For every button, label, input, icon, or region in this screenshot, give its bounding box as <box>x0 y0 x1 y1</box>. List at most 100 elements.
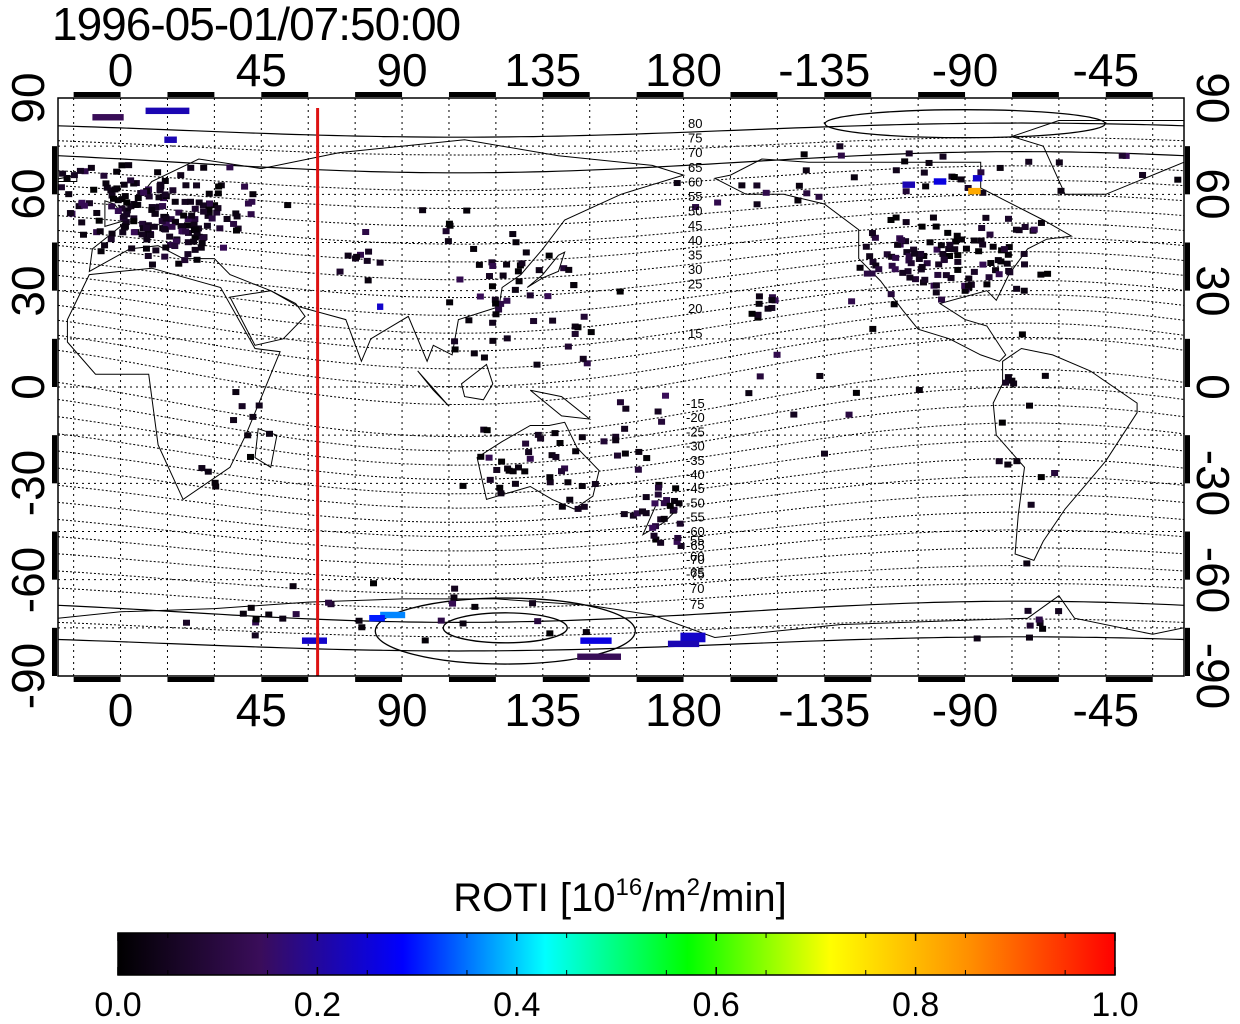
coastline <box>58 594 1184 676</box>
mlat-label-north: 45 <box>688 218 702 233</box>
mlat-label-south: -30 <box>686 439 705 454</box>
roti-point <box>1013 458 1021 465</box>
frame-tick-bar-left <box>52 435 57 484</box>
mlat-label-south: -20 <box>686 410 705 425</box>
roti-point <box>677 542 685 549</box>
roti-point <box>265 611 273 618</box>
roti-point <box>114 197 122 204</box>
roti-point <box>987 260 995 267</box>
roti-point <box>108 203 116 210</box>
roti-point <box>154 169 162 176</box>
roti-point <box>121 223 129 230</box>
roti-point <box>802 167 810 174</box>
roti-point <box>544 293 552 300</box>
roti-point <box>171 198 179 205</box>
roti-point <box>953 232 961 239</box>
roti-point <box>150 223 158 230</box>
roti-point <box>977 169 985 176</box>
roti-point <box>200 164 208 171</box>
roti-point <box>1035 616 1043 623</box>
roti-point <box>662 392 670 399</box>
roti-point <box>651 500 659 507</box>
roti-highlight-point <box>902 181 916 188</box>
roti-point <box>213 209 221 216</box>
roti-point <box>198 465 206 472</box>
roti-point <box>159 203 167 210</box>
roti-point <box>518 260 526 267</box>
roti-point <box>142 245 150 252</box>
roti-point <box>671 497 679 504</box>
mlat-contour <box>58 458 1184 509</box>
roti-point <box>156 184 164 191</box>
roti-point <box>620 511 628 518</box>
roti-point <box>514 464 522 471</box>
roti-point <box>868 230 876 237</box>
roti-point <box>753 182 761 189</box>
roti-point <box>1005 244 1013 251</box>
roti-point <box>193 229 201 236</box>
roti-point <box>666 502 674 509</box>
roti-point <box>246 453 254 460</box>
roti-point <box>994 257 1002 264</box>
roti-point <box>556 440 564 447</box>
colorbar-tick-label: 0.2 <box>293 986 342 1024</box>
roti-point <box>939 153 947 160</box>
roti-point <box>191 205 199 212</box>
roti-point <box>622 405 630 412</box>
x-axis-top-label: -45 <box>1072 44 1140 96</box>
roti-point <box>1021 223 1029 230</box>
roti-point <box>977 237 985 244</box>
roti-point <box>265 430 273 437</box>
frame-tick-bar-bottom <box>824 677 872 682</box>
roti-point <box>120 181 128 188</box>
roti-point <box>583 360 591 367</box>
roti-point <box>134 194 142 201</box>
roti-point <box>629 512 637 519</box>
roti-point <box>232 227 240 234</box>
roti-point <box>76 167 84 174</box>
roti-point <box>181 257 189 264</box>
roti-point <box>1021 261 1029 268</box>
roti-point <box>675 500 683 507</box>
roti-point <box>764 305 772 312</box>
roti-point <box>190 221 198 228</box>
roti-point <box>529 600 537 607</box>
roti-point <box>546 630 554 637</box>
x-axis-top-label: 180 <box>645 44 722 96</box>
roti-point <box>995 271 1003 278</box>
roti-point <box>658 418 666 425</box>
roti-point <box>756 373 764 380</box>
roti-point <box>223 215 231 222</box>
roti-point <box>564 479 572 486</box>
roti-point <box>205 209 213 216</box>
roti-point <box>1004 461 1012 468</box>
roti-point <box>652 536 660 543</box>
roti-point <box>103 184 111 191</box>
roti-point <box>161 191 169 198</box>
roti-point <box>446 222 454 229</box>
roti-point <box>208 215 216 222</box>
roti-point <box>249 413 257 420</box>
roti-point <box>107 187 115 194</box>
roti-point <box>887 291 895 298</box>
roti-point <box>642 494 650 501</box>
mlat-label-south-alt: 55 <box>690 533 704 548</box>
roti-point <box>509 231 517 238</box>
x-axis-bottom-label: -90 <box>931 684 999 736</box>
mlat-label-south: -35 <box>686 453 705 468</box>
roti-point <box>437 617 445 624</box>
roti-point <box>497 490 505 497</box>
roti-point <box>252 619 260 626</box>
roti-point <box>219 244 227 251</box>
roti-point <box>962 245 970 252</box>
roti-point <box>1020 287 1028 294</box>
mlat-contour <box>58 511 1184 552</box>
roti-point <box>545 252 553 259</box>
frame-tick-bar-bottom <box>1105 677 1153 682</box>
roti-point <box>160 226 168 233</box>
roti-point <box>181 198 189 205</box>
mlat-contour <box>58 165 1184 192</box>
roti-point <box>961 282 969 289</box>
mlat-contour <box>58 529 1184 566</box>
